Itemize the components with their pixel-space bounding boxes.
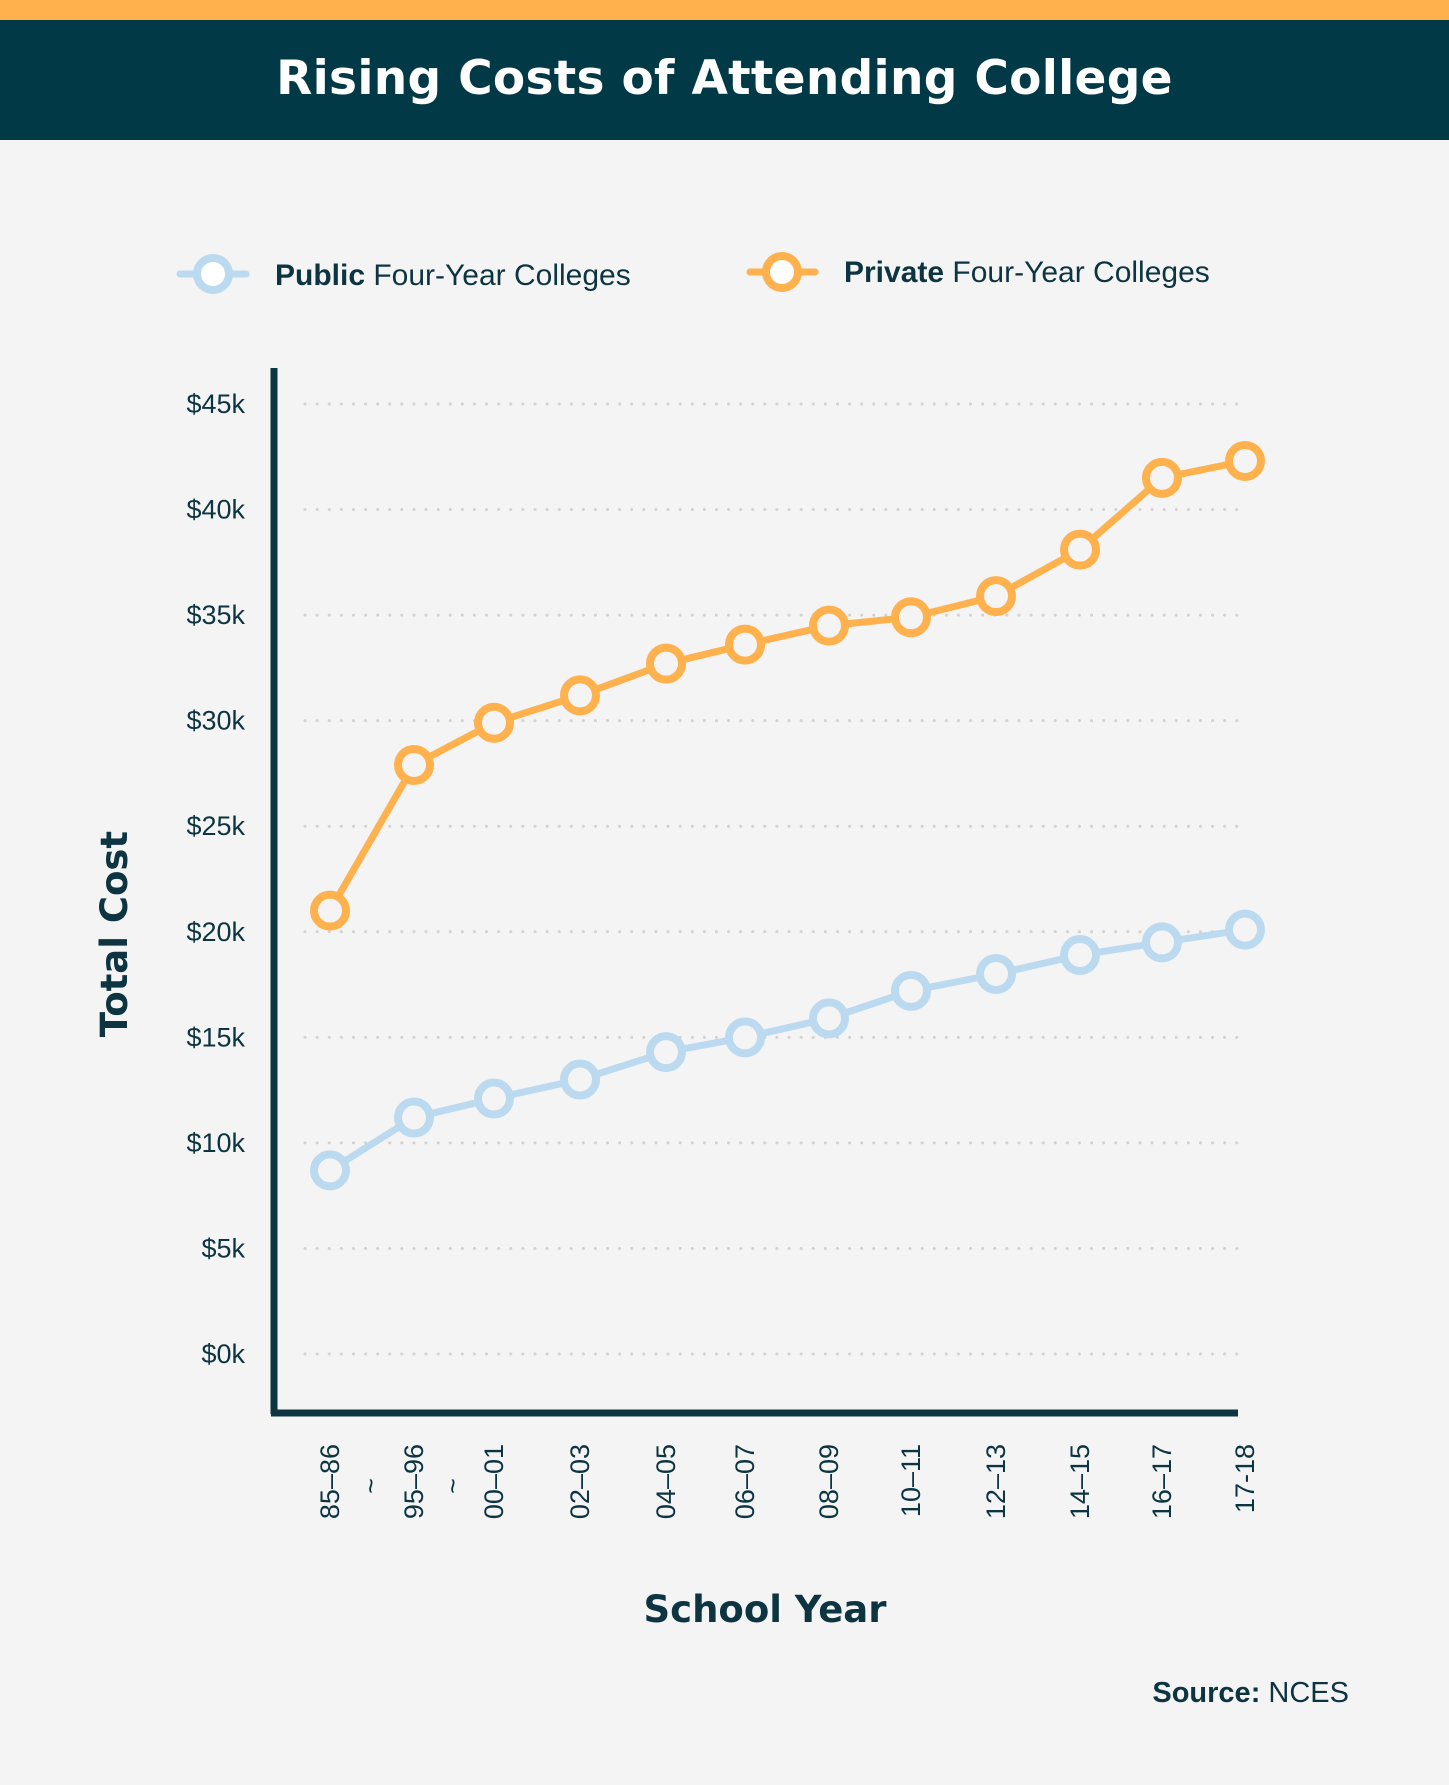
data-point [1142, 457, 1182, 498]
data-point [646, 1032, 686, 1073]
legend-public-label: Public Four-Year Colleges [275, 259, 631, 292]
data-point [474, 702, 514, 743]
legend-public-marker [193, 254, 233, 294]
data-point [394, 1097, 434, 1138]
y-tick-label: $35k [186, 600, 245, 630]
header-banner: Rising Costs of Attending College [0, 20, 1449, 140]
x-tick-label: 02–03 [565, 1444, 595, 1519]
data-point [725, 624, 765, 665]
x-tick-label: 14–15 [1065, 1444, 1095, 1519]
data-point [560, 675, 600, 716]
data-point [1142, 922, 1182, 963]
x-tick-label: 08–09 [814, 1444, 844, 1519]
x-tick-label: 17-18 [1230, 1444, 1260, 1513]
x-tick-label: 06–07 [730, 1444, 760, 1519]
series-line [326, 926, 1249, 1174]
data-point [1060, 529, 1100, 570]
y-tick-label: $0k [201, 1339, 245, 1369]
series-line [326, 457, 1249, 915]
x-axis-title: School Year [643, 1588, 887, 1631]
legend-public-rest: Four-Year Colleges [365, 259, 631, 292]
data-point [646, 643, 686, 684]
source-note: Source: NCES [1152, 1677, 1349, 1709]
data-point [809, 998, 849, 1039]
top-accent-bar [0, 0, 1449, 20]
legend-public-bold: Public [275, 259, 365, 292]
x-tick-label: 95–96 [399, 1444, 429, 1519]
source-label: Source: [1152, 1677, 1260, 1709]
y-tick-label: $5k [201, 1233, 245, 1263]
data-point [976, 954, 1016, 994]
x-tick-label: 12–13 [981, 1444, 1011, 1519]
legend-private-label: Private Four-Year Colleges [844, 256, 1210, 289]
data-point [394, 745, 434, 785]
x-tick-label: 85–86 [315, 1444, 345, 1519]
x-axis-tick-labels: 85–86 95–96 00–01 02–03 04–05 06–07 08–09 10–11… [315, 1444, 1260, 1519]
y-tick-label: $25k [186, 811, 245, 841]
y-tick-label: $20k [186, 917, 245, 947]
y-tick-label: $40k [186, 495, 245, 525]
series-layer [310, 441, 1265, 1191]
series-private [310, 441, 1265, 931]
y-axis-tick-labels: $0k $5k $10k $15k $20k $25k $30k $35k $40k $45k [186, 389, 245, 1369]
axis-break-mark: ~ [438, 1478, 468, 1494]
y-tick-label: $30k [186, 706, 245, 736]
y-tick-label: $45k [186, 389, 245, 419]
grid-lines [303, 402, 1242, 1356]
legend-item-public: Public Four-Year Colleges [176, 254, 631, 294]
source-value: NCES [1260, 1677, 1349, 1709]
data-point [1060, 935, 1100, 975]
data-point [1225, 909, 1265, 950]
data-point [809, 605, 849, 646]
data-point [891, 597, 931, 638]
legend-private-marker [762, 252, 802, 292]
axis-break-mark: ~ [356, 1478, 386, 1494]
legend-private-rest: Four-Year Colleges [944, 256, 1210, 289]
page-title: Rising Costs of Attending College [276, 50, 1173, 106]
data-point [725, 1017, 765, 1058]
x-tick-label: 10–11 [896, 1444, 926, 1517]
data-point [1225, 441, 1265, 481]
y-axis-title: Total Cost [93, 831, 136, 1037]
data-point [310, 890, 350, 931]
data-point [310, 1150, 350, 1191]
x-tick-label: 16–17 [1147, 1444, 1177, 1519]
x-tick-label: 04–05 [651, 1444, 681, 1519]
series-public [310, 909, 1265, 1191]
y-tick-label: $15k [186, 1022, 245, 1052]
legend-private-bold: Private [844, 256, 944, 289]
data-point [474, 1078, 514, 1119]
x-tick-label: 00–01 [479, 1444, 509, 1519]
data-point [891, 970, 931, 1011]
y-tick-label: $10k [186, 1128, 245, 1158]
data-point [976, 576, 1016, 617]
chart-legend: Public Four-Year Colleges Private Four-Y… [176, 252, 1210, 294]
data-point [560, 1059, 600, 1100]
legend-item-private: Private Four-Year Colleges [746, 252, 1210, 292]
